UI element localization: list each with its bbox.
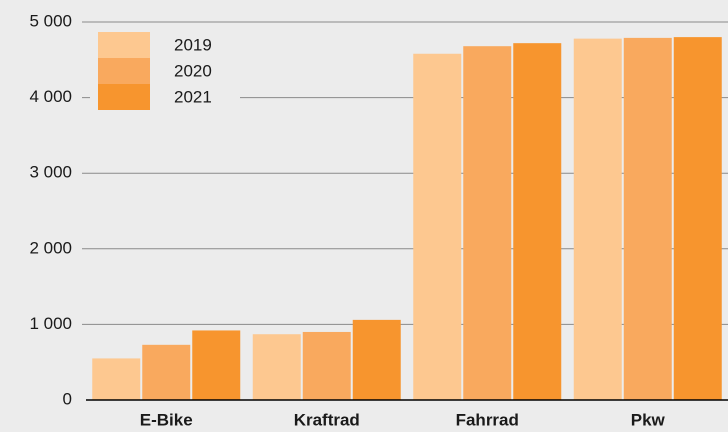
y-tick-label: 4 000 bbox=[29, 87, 72, 106]
legend-swatch bbox=[98, 32, 150, 58]
bar bbox=[673, 37, 722, 401]
bar bbox=[302, 331, 351, 400]
y-tick-label: 5 000 bbox=[29, 11, 72, 30]
bar bbox=[463, 46, 512, 400]
y-tick-label: 1 000 bbox=[29, 314, 72, 333]
x-tick-label: Kraftrad bbox=[294, 410, 360, 429]
x-tick-label: Fahrrad bbox=[456, 410, 519, 429]
bar bbox=[513, 43, 562, 400]
bar bbox=[352, 319, 401, 400]
x-tick-label: E-Bike bbox=[140, 410, 193, 429]
legend-swatch bbox=[98, 58, 150, 84]
legend-label: 2019 bbox=[174, 35, 212, 54]
y-tick-label: 3 000 bbox=[29, 163, 72, 182]
y-tick-label: 2 000 bbox=[29, 238, 72, 257]
y-tick-label: 0 bbox=[63, 389, 72, 408]
bar bbox=[573, 38, 622, 401]
bar bbox=[252, 334, 301, 400]
bar bbox=[623, 37, 672, 400]
bar bbox=[142, 344, 191, 400]
legend-label: 2020 bbox=[174, 61, 212, 80]
x-tick-label: Pkw bbox=[631, 410, 666, 429]
bar bbox=[192, 330, 241, 400]
legend-label: 2021 bbox=[174, 87, 212, 106]
legend-swatch bbox=[98, 84, 150, 110]
bar bbox=[413, 53, 462, 400]
bar bbox=[92, 358, 141, 400]
